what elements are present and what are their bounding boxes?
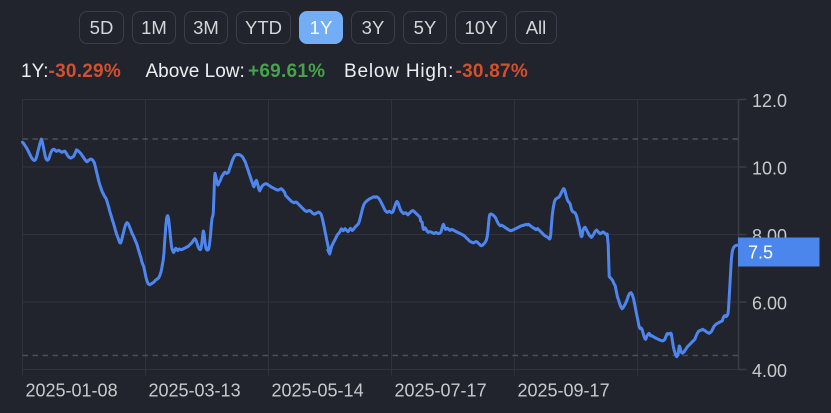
svg-text:12.0: 12.0 <box>752 91 787 111</box>
svg-text:4.00: 4.00 <box>752 361 787 381</box>
svg-text:6.00: 6.00 <box>752 294 787 314</box>
svg-text:10.0: 10.0 <box>752 159 787 179</box>
svg-text:2025-07-17: 2025-07-17 <box>395 381 487 401</box>
svg-text:7.5: 7.5 <box>748 243 773 263</box>
svg-text:2025-05-14: 2025-05-14 <box>272 381 364 401</box>
svg-text:2025-09-17: 2025-09-17 <box>518 381 610 401</box>
svg-text:2025-01-08: 2025-01-08 <box>26 381 118 401</box>
svg-text:2025-03-13: 2025-03-13 <box>149 381 241 401</box>
